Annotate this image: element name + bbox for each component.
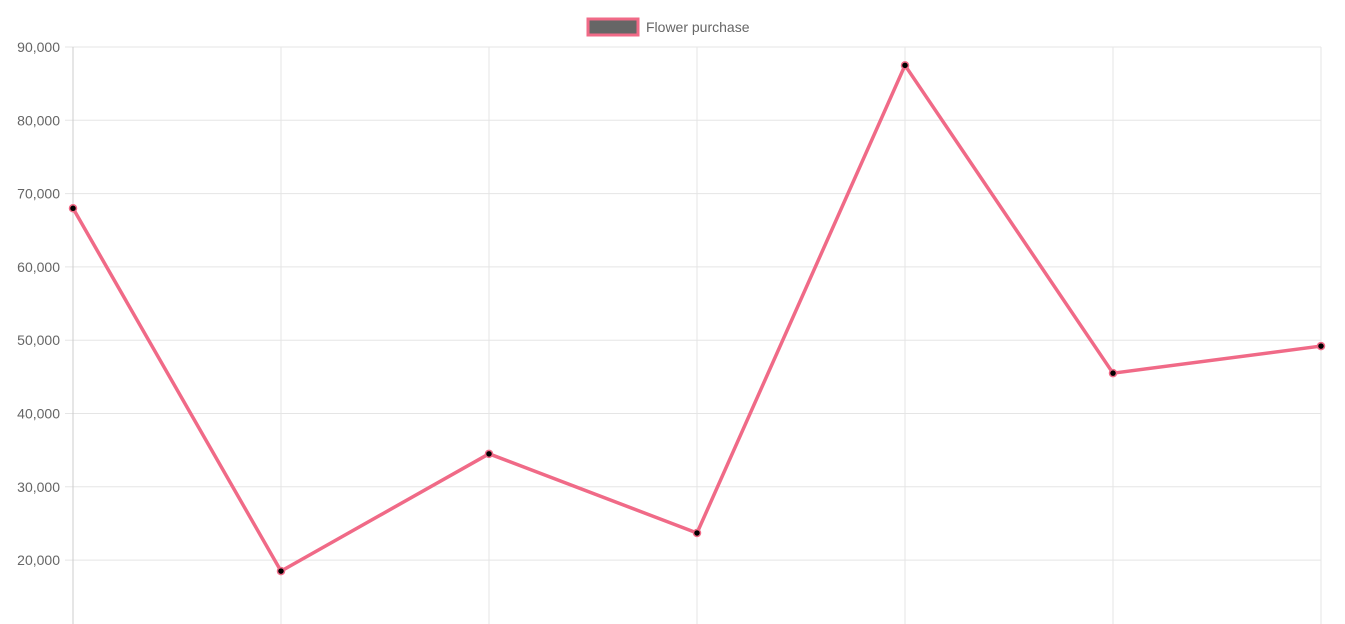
series-layer bbox=[68, 61, 1326, 576]
y-tick-label: 50,000 bbox=[17, 332, 60, 348]
data-point[interactable] bbox=[68, 204, 78, 213]
legend-label-flower-purchase[interactable]: Flower purchase bbox=[646, 19, 750, 35]
y-tick-label: 20,000 bbox=[17, 552, 60, 568]
y-tick-label: 60,000 bbox=[17, 259, 60, 275]
legend: Flower purchase bbox=[586, 17, 750, 37]
data-point[interactable] bbox=[276, 566, 286, 576]
y-tick-label: 30,000 bbox=[17, 479, 60, 495]
grid bbox=[65, 46, 1322, 624]
y-tick-label: 40,000 bbox=[17, 406, 60, 422]
data-point[interactable] bbox=[1108, 368, 1118, 378]
y-tick-label: 80,000 bbox=[17, 112, 60, 128]
legend-swatch[interactable] bbox=[586, 17, 640, 37]
y-axis-ticks: 20,000 30,000 40,000 50,000 60,000 70,000 80,0… bbox=[17, 39, 60, 568]
data-point[interactable] bbox=[900, 61, 910, 70]
y-tick-label: 70,000 bbox=[17, 186, 60, 202]
y-tick-label: 90,000 bbox=[17, 39, 60, 55]
data-point[interactable] bbox=[692, 528, 702, 538]
data-point[interactable] bbox=[484, 449, 494, 459]
data-point[interactable] bbox=[1316, 341, 1326, 351]
